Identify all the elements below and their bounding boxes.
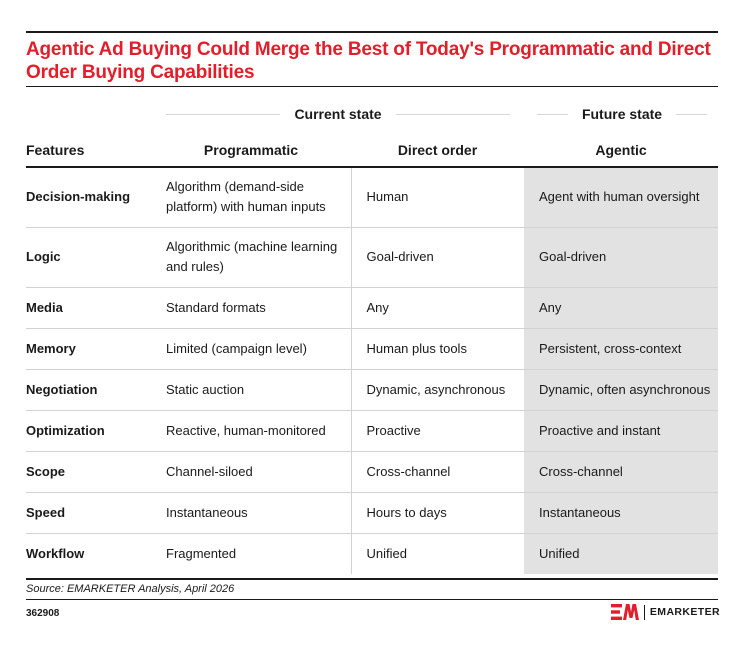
table-row: Scope Channel-siloed Cross-channel Cross… xyxy=(26,451,718,493)
feature-cell: Negotiation xyxy=(26,369,151,411)
direct-order-cell: Hours to days xyxy=(350,492,524,534)
table-row: Negotiation Static auction Dynamic, asyn… xyxy=(26,369,718,411)
programmatic-cell: Reactive, human-monitored xyxy=(151,410,351,452)
direct-order-cell: Dynamic, asynchronous xyxy=(350,369,524,411)
programmatic-cell: Limited (campaign level) xyxy=(151,328,351,370)
header-line xyxy=(395,113,511,115)
programmatic-cell: Fragmented xyxy=(166,545,237,561)
emarketer-logo-icon xyxy=(610,604,639,620)
feature-cell: Logic xyxy=(26,227,151,288)
agentic-cell: Any xyxy=(524,287,718,329)
agentic-cell: Instantaneous xyxy=(524,492,718,534)
feature-cell: Workflow xyxy=(26,545,85,561)
direct-order-cell: Goal-driven xyxy=(350,227,524,288)
table-row: Memory Limited (campaign level) Human pl… xyxy=(26,328,718,370)
agentic-cell: Persistent, cross-context xyxy=(524,328,718,370)
comparison-table: Features Programmatic Direct order Agent… xyxy=(26,134,718,574)
chart-id: 362908 xyxy=(26,608,60,619)
table-row: Decision-making Algorithm (demand-side p… xyxy=(26,167,718,228)
agentic-cell: Cross-channel xyxy=(524,451,718,493)
future-state-label: Future state xyxy=(581,106,663,122)
direct-order-cell: Cross-channel xyxy=(350,451,524,493)
table-row: Media Standard formats Any Any xyxy=(26,287,718,329)
feature-cell: Decision-making xyxy=(26,167,151,228)
column-header-direct-order: Direct order xyxy=(351,134,524,168)
table-header-row: Features Programmatic Direct order Agent… xyxy=(26,134,718,168)
table-row: Workflow Fragmented Unified Unified xyxy=(26,533,718,574)
programmatic-cell: Algorithm (demand-side platform) with hu… xyxy=(151,167,351,228)
table-row: Optimization Reactive, human-monitored P… xyxy=(26,410,718,452)
feature-cell: Scope xyxy=(26,451,151,493)
agentic-cell: Proactive and instant xyxy=(524,410,718,452)
direct-order-cell: Any xyxy=(350,287,524,329)
programmatic-cell: Channel-siloed xyxy=(151,451,351,493)
table-row: Speed Instantaneous Hours to days Instan… xyxy=(26,492,718,534)
table-row: Logic Algorithmic (machine learning and … xyxy=(26,227,718,288)
feature-cell: Memory xyxy=(26,328,151,370)
future-state-header: Future state xyxy=(537,104,707,124)
column-header-agentic: Agentic xyxy=(524,134,718,168)
brand-name: EMARKETER xyxy=(649,606,720,618)
footer-rule xyxy=(26,599,718,600)
direct-order-cell: Proactive xyxy=(350,410,524,452)
agentic-cell: Agent with human oversight xyxy=(524,167,718,228)
programmatic-cell: Standard formats xyxy=(151,287,351,329)
header-line xyxy=(166,113,281,115)
top-rule xyxy=(26,31,718,33)
agentic-cell: Goal-driven xyxy=(524,227,718,288)
feature-cell: Optimization xyxy=(26,410,151,452)
programmatic-cell: Instantaneous xyxy=(151,492,351,534)
feature-cell: Media xyxy=(26,287,151,329)
brand-divider xyxy=(643,604,645,620)
direct-order-cell: Human plus tools xyxy=(350,328,524,370)
chart-title: Agentic Ad Buying Could Merge the Best o… xyxy=(26,39,711,83)
feature-cell: Speed xyxy=(26,492,151,534)
column-header-features: Features xyxy=(26,134,151,168)
agentic-cell: Dynamic, often asynchronous xyxy=(524,369,718,411)
direct-order-cell: Unified xyxy=(350,533,524,574)
current-state-header: Current state xyxy=(166,104,511,124)
column-header-programmatic: Programmatic xyxy=(151,134,351,168)
source-rule xyxy=(26,578,718,580)
source-note: Source: EMARKETER Analysis, April 2026 xyxy=(26,583,235,595)
current-state-label: Current state xyxy=(294,106,382,122)
brand-logo: EMARKETER xyxy=(610,604,720,620)
programmatic-cell: Static auction xyxy=(151,369,351,411)
agentic-cell: Unified xyxy=(524,533,718,574)
programmatic-cell: Algorithmic (machine learning and rules) xyxy=(151,227,351,288)
title-rule xyxy=(26,86,718,87)
direct-order-cell: Human xyxy=(350,167,524,228)
header-line xyxy=(676,113,707,115)
header-line xyxy=(537,113,568,115)
